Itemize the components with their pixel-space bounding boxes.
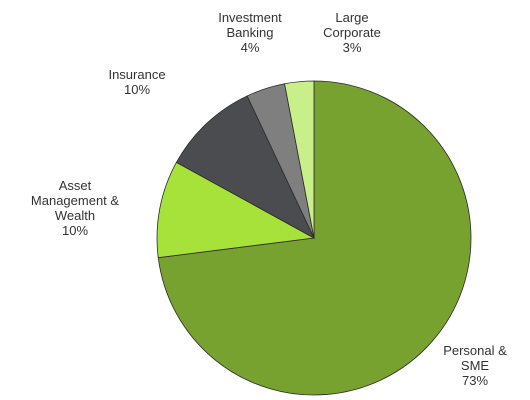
category-name: Large Corporate (323, 10, 381, 40)
value-label: 4% (240, 40, 260, 55)
pie-slice (156, 161, 316, 259)
slice-label: Insurance 10% (97, 67, 177, 97)
category-name: Asset Management & Wealth (30, 178, 120, 223)
slice-label: Asset Management & Wealth 10% (25, 178, 125, 238)
slice-label: Personal & SME 73% (438, 343, 513, 388)
value-label: 10% (61, 223, 89, 238)
pie-slice (175, 95, 315, 239)
category-name: Insurance (108, 67, 166, 82)
slice-label: Large Corporate 3% (316, 10, 388, 55)
value-label: 10% (123, 82, 151, 97)
value-label: 73% (461, 373, 489, 388)
value-label: 3% (342, 40, 362, 55)
category-name: Investment Banking (218, 10, 282, 40)
pie-slice (284, 80, 315, 239)
category-name: Personal & SME (443, 343, 507, 373)
slice-label: Investment Banking 4% (210, 10, 290, 55)
